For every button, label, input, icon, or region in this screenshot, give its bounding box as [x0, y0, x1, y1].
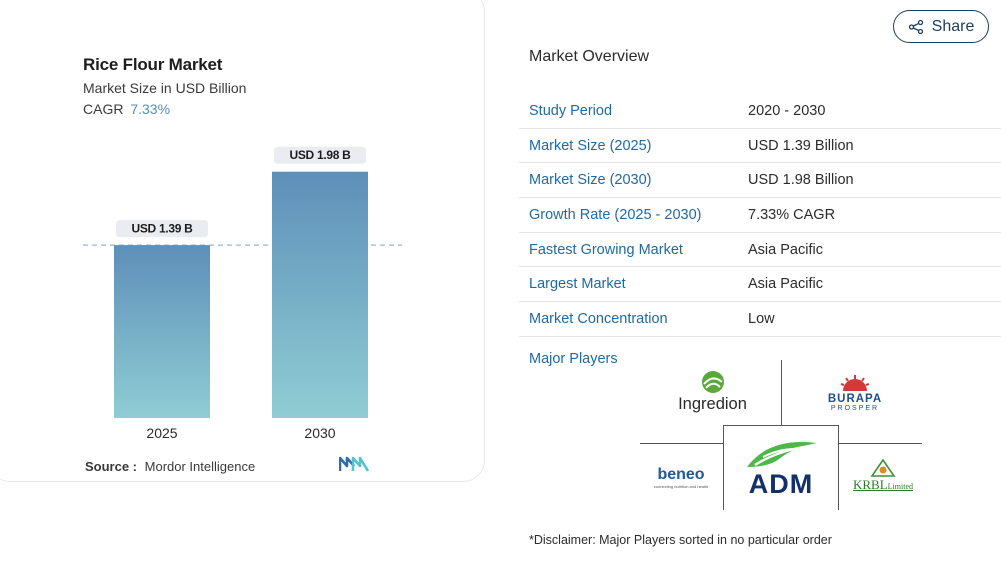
krbl-suffix: Limited — [887, 482, 913, 491]
burapa-logo: BURAPA PROSPER — [800, 366, 910, 418]
data-label-bg — [116, 220, 208, 238]
overview-value: USD 1.39 Billion — [748, 137, 854, 154]
grid-divider — [640, 443, 723, 444]
grid-divider — [838, 443, 922, 444]
adm-leaf-icon — [747, 442, 817, 467]
overview-key[interactable]: Market Concentration — [529, 311, 668, 328]
chart-card — [0, 0, 485, 482]
overview-key[interactable]: Largest Market — [529, 276, 626, 293]
overview-key[interactable]: Market Size (2025) — [529, 137, 652, 154]
share-button[interactable]: Share — [893, 10, 989, 43]
overview-row: Market Size (2025) USD 1.39 Billion — [519, 129, 1001, 164]
chart-cagr: CAGR 7.33% — [83, 101, 170, 117]
beneo-tag: connecting nutrition and health — [653, 483, 709, 489]
grid-divider — [723, 425, 839, 426]
overview-row: Study Period 2020 - 2030 — [519, 94, 1001, 129]
adm-logo: ADM — [726, 432, 836, 502]
overview-title: Market Overview — [529, 48, 650, 65]
ingredion-leaf-icon — [701, 371, 724, 393]
overview-value: Asia Pacific — [748, 276, 823, 293]
overview-key[interactable]: Growth Rate (2025 - 2030) — [529, 207, 702, 224]
beneo-logo: beneo connecting nutrition and health — [645, 460, 717, 494]
ingredion-name: Ingredion — [678, 395, 747, 413]
grid-divider — [723, 425, 724, 510]
bar-2030 — [272, 171, 368, 418]
overview-key[interactable]: Market Size (2030) — [529, 172, 652, 189]
share-icon — [908, 19, 923, 34]
data-label-bg — [274, 146, 366, 164]
overview-value: Asia Pacific — [748, 241, 823, 258]
burapa-sub: PROSPER — [830, 404, 880, 412]
category-label: 2030 — [304, 425, 335, 441]
overview-row: Market Concentration Low — [519, 302, 1001, 337]
bar-2025 — [114, 245, 210, 418]
source-value: Mordor Intelligence — [144, 459, 256, 474]
disclaimer: *Disclaimer: Major Players sorted in no … — [529, 533, 832, 547]
overview-row: Growth Rate (2025 - 2030) 7.33% CAGR — [519, 198, 1001, 233]
overview-table: Study Period 2020 - 2030 Market Size (20… — [519, 94, 1001, 337]
krbl-wordmark: KRBL Limited — [853, 477, 913, 493]
overview-value: USD 1.98 Billion — [748, 172, 854, 189]
krbl-logo: KRBL Limited — [846, 456, 920, 496]
overview-value: Low — [748, 311, 775, 328]
chart-subtitle: Market Size in USD Billion — [83, 80, 247, 96]
category-label: 2025 — [146, 425, 177, 441]
cagr-label: CAGR — [83, 101, 124, 117]
krbl-emblem-icon — [870, 459, 896, 477]
bar-chart: USD 1.39 B 2025 USD 1.98 B 2030 — [83, 146, 402, 441]
cagr-value: 7.33% — [130, 101, 171, 117]
overview-key[interactable]: Study Period — [529, 103, 613, 119]
beneo-name: beneo — [657, 465, 705, 483]
overview-row: Fastest Growing Market Asia Pacific — [519, 233, 1001, 268]
adm-name: ADM — [748, 469, 814, 499]
mordor-logo-icon — [339, 456, 369, 472]
source-label: Source : — [85, 459, 138, 474]
grid-divider — [838, 425, 839, 510]
krbl-name: KRBL — [853, 477, 888, 492]
ingredion-logo: Ingredion — [660, 366, 765, 418]
burapa-name: BURAPA — [827, 392, 883, 405]
burapa-sun-icon — [840, 374, 870, 391]
overview-value: 2020 - 2030 — [748, 103, 826, 119]
data-label: USD 1.39 B — [131, 222, 193, 236]
major-players-label[interactable]: Major Players — [529, 351, 618, 367]
overview-row: Market Size (2030) USD 1.98 Billion — [519, 163, 1001, 199]
data-label: USD 1.98 B — [289, 148, 351, 162]
overview-key[interactable]: Fastest Growing Market — [529, 241, 683, 258]
grid-divider — [781, 360, 782, 425]
major-players-grid: Ingredion BURAPA PROSPER beneo connectin… — [640, 360, 922, 510]
chart-title: Rice Flour Market — [83, 55, 223, 74]
source-note: Source : Mordor Intelligence — [85, 459, 255, 474]
overview-row: Largest Market Asia Pacific — [519, 267, 1001, 303]
overview-value: 7.33% CAGR — [748, 207, 836, 224]
share-label: Share — [931, 17, 975, 35]
